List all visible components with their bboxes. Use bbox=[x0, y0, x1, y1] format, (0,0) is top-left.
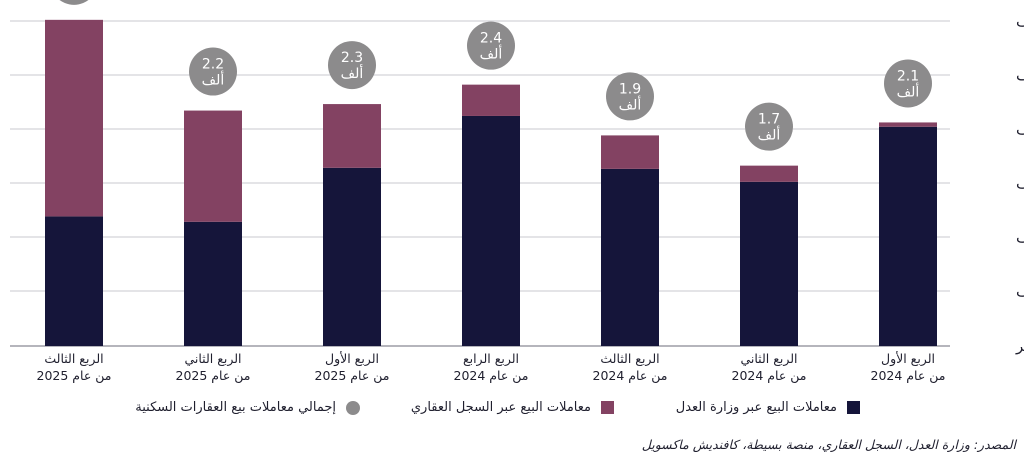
legend-swatch-total bbox=[346, 400, 360, 415]
bar-segment-registry bbox=[184, 110, 242, 222]
category-label-quarter: الربع الثاني bbox=[740, 351, 797, 367]
legend-item-total: إجمالي معاملات بيع العقارات السكنية bbox=[135, 400, 360, 415]
bar-segment-registry bbox=[601, 135, 659, 169]
bar-segment-ministry bbox=[462, 115, 520, 347]
total-bubble bbox=[606, 72, 654, 121]
total-unit-label: ألف bbox=[897, 82, 920, 100]
category-label-year: من عام 2025 bbox=[315, 368, 390, 384]
category-label-year: من عام 2024 bbox=[732, 368, 807, 384]
y-tick-label: 3.5 ألف bbox=[1016, 11, 1024, 30]
category-label-quarter: الربع الأول bbox=[325, 351, 379, 367]
y-tick-label: 2.5 ألف bbox=[1016, 119, 1024, 138]
bar-segment-registry bbox=[462, 84, 520, 116]
total-value-label: 2.4 bbox=[480, 31, 502, 47]
total-unit-label: ألف bbox=[341, 64, 364, 82]
total-value-label: 2.3 bbox=[341, 50, 363, 66]
category-label-year: من عام 2024 bbox=[454, 368, 529, 384]
bar-segment-registry bbox=[323, 104, 381, 168]
y-tick-label: صفر bbox=[1015, 337, 1024, 355]
bar-segment-ministry bbox=[879, 126, 937, 346]
category-label-year: من عام 2024 bbox=[871, 368, 946, 384]
total-value-label: 2.1 bbox=[897, 68, 919, 84]
bar-segment-ministry bbox=[323, 167, 381, 346]
bar-segment-ministry bbox=[740, 181, 798, 346]
total-unit-label: ألف bbox=[758, 126, 781, 144]
legend-label-ministry: معاملات البيع عبر وزارة العدل bbox=[675, 400, 837, 415]
bar-segment-registry bbox=[879, 122, 937, 127]
legend-swatch-ministry bbox=[847, 401, 860, 414]
legend-item-ministry: معاملات البيع عبر وزارة العدل bbox=[676, 400, 860, 415]
total-value-label: 1.9 bbox=[619, 81, 641, 97]
total-unit-label: ألف bbox=[480, 45, 503, 63]
legend-label-registry: معاملات البيع عبر السجل العقاري bbox=[410, 400, 591, 415]
category-label-quarter: الربع الثالث bbox=[600, 351, 659, 367]
category-label-quarter: الربع الثالث bbox=[44, 351, 103, 367]
bar-segment-ministry bbox=[184, 221, 242, 346]
legend-swatch-registry bbox=[601, 401, 614, 414]
total-bubble bbox=[328, 41, 376, 90]
category-label-quarter: الربع الأول bbox=[881, 351, 935, 367]
total-unit-label: ألف bbox=[202, 71, 225, 89]
y-tick-label: 2 ألف bbox=[1016, 173, 1024, 192]
total-bubble bbox=[467, 21, 515, 70]
category-label-quarter: الربع الرابع bbox=[463, 351, 519, 367]
category-label-year: من عام 2024 bbox=[593, 368, 668, 384]
legend-label-total: إجمالي معاملات بيع العقارات السكنية bbox=[135, 400, 336, 415]
y-tick-label: 1 ألف bbox=[1016, 281, 1024, 300]
source-note: المصدر: وزارة العدل، السجل العقاري، منصة… bbox=[641, 437, 1016, 452]
total-bubble bbox=[745, 102, 793, 151]
legend-item-registry: معاملات البيع عبر السجل العقاري bbox=[411, 400, 614, 415]
total-value-label: 2.2 bbox=[202, 57, 224, 73]
stacked-bar-chart: صفر 1 ألف 1.5 ألف 2 ألف 2.5 ألف 3 آلاف 3.5 ألف… bbox=[10, 0, 1024, 384]
y-tick-label: 3 آلاف bbox=[1016, 66, 1024, 84]
total-value-label: 1.7 bbox=[758, 112, 780, 128]
total-unit-label: ألف bbox=[619, 95, 642, 113]
total-bubble bbox=[189, 47, 237, 96]
total-bubble bbox=[59, 0, 89, 5]
bar-segment-registry bbox=[45, 19, 103, 217]
total-bubble bbox=[884, 59, 932, 108]
y-tick-label: 1.5 ألف bbox=[1016, 227, 1024, 246]
legend: معاملات البيع عبر وزارة العدل معاملات ال… bbox=[0, 400, 1024, 420]
category-label-quarter: الربع الثاني bbox=[184, 351, 241, 367]
bar-segment-ministry bbox=[601, 168, 659, 346]
bar-segment-registry bbox=[740, 165, 798, 182]
category-label-year: من عام 2025 bbox=[37, 368, 112, 384]
category-label-year: من عام 2025 bbox=[176, 368, 251, 384]
bar-segment-ministry bbox=[45, 216, 103, 346]
